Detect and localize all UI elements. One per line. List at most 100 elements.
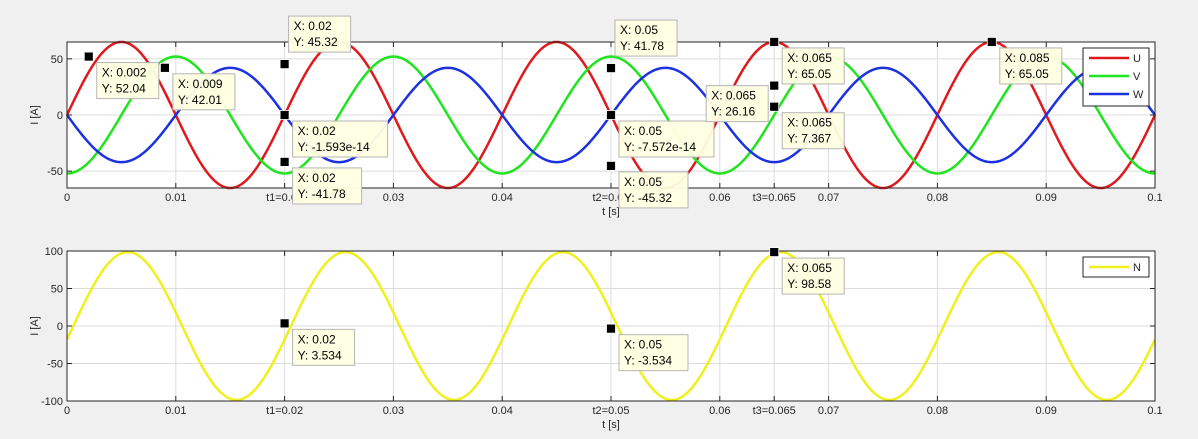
x-tick-label: 0.1 bbox=[1147, 192, 1162, 204]
x-tick-label: t1=0.02 bbox=[266, 405, 303, 417]
datatip-x-text: X: 0.065 bbox=[787, 51, 832, 65]
datatip[interactable]: X: 0.065 Y: 98.58 bbox=[769, 247, 845, 295]
legend: UVW bbox=[1082, 47, 1150, 107]
datatip[interactable]: X: 0.02 Y: 3.534 bbox=[279, 318, 356, 366]
x-tick-label: 0.09 bbox=[1035, 405, 1056, 417]
datatip-y-text: Y: 26.16 bbox=[711, 105, 755, 119]
datatip-marker[interactable] bbox=[279, 110, 290, 120]
datatip-y-text: Y: 7.367 bbox=[787, 132, 831, 146]
y-tick-label: 0 bbox=[57, 321, 63, 333]
x-tick-label: t3=0.065 bbox=[753, 192, 796, 204]
datatip-x-text: X: 0.02 bbox=[298, 124, 336, 138]
datatip-box bbox=[172, 73, 236, 111]
y-tick-label: -50 bbox=[47, 166, 63, 178]
datatip-marker[interactable] bbox=[769, 101, 780, 112]
datatip[interactable]: X: 0.065 Y: 26.16 bbox=[705, 80, 780, 123]
x-tick-label: 0.04 bbox=[491, 405, 512, 417]
y-tick-label: 50 bbox=[51, 284, 63, 296]
datatip-y-text: Y: -41.78 bbox=[298, 187, 346, 201]
datatip-x-text: X: 0.065 bbox=[787, 261, 832, 275]
datatip-y-text: Y: 65.05 bbox=[787, 67, 831, 81]
datatip[interactable]: X: 0.05 Y: -3.534 bbox=[606, 323, 689, 372]
datatip-box bbox=[781, 112, 845, 150]
datatip-box bbox=[292, 328, 356, 366]
datatip-x-text: X: 0.02 bbox=[294, 19, 332, 33]
datatip[interactable]: X: 0.085 Y: 65.05 bbox=[986, 37, 1063, 85]
datatip-y-text: Y: -7.572e-14 bbox=[624, 140, 696, 154]
datatip[interactable]: X: 0.05 Y: -45.32 bbox=[606, 160, 689, 209]
datatip-marker[interactable] bbox=[606, 63, 616, 73]
datatip-marker[interactable] bbox=[279, 59, 290, 70]
datatip[interactable]: X: 0.065 Y: 7.367 bbox=[769, 101, 845, 150]
datatip-marker[interactable] bbox=[606, 160, 616, 171]
datatip[interactable]: X: 0.02 Y: -1.593e-14 bbox=[279, 110, 389, 158]
datatip-marker[interactable] bbox=[279, 318, 290, 329]
datatip-marker[interactable] bbox=[606, 323, 616, 334]
datatip-y-text: Y: 65.05 bbox=[1005, 67, 1049, 81]
datatip-x-text: X: 0.02 bbox=[298, 332, 336, 346]
datatip-marker[interactable] bbox=[769, 247, 780, 257]
datatip-x-text: X: 0.085 bbox=[1005, 51, 1050, 65]
datatip-y-text: Y: 41.78 bbox=[620, 39, 664, 53]
legend-entry-v: V bbox=[1133, 71, 1141, 83]
datatip-marker[interactable] bbox=[160, 62, 170, 73]
x-tick-label: t2=0.05 bbox=[592, 405, 629, 417]
x-tick-label: 0 bbox=[64, 192, 70, 204]
x-tick-label: 0 bbox=[64, 405, 70, 417]
y-axis-label: I [A] bbox=[29, 316, 41, 336]
datatip-y-text: Y: 98.58 bbox=[787, 277, 831, 291]
y-axis-label: I [A] bbox=[29, 105, 41, 125]
series-line-n bbox=[65, 250, 1157, 402]
datatip-box bbox=[999, 47, 1063, 85]
chart-currents-uvw: 0 0.01 t1=0.02 0.03 0.04 t2=0.05 0.06 t3=0.065 0… bbox=[29, 15, 1163, 218]
datatip[interactable]: X: 0.02 Y: 45.32 bbox=[279, 15, 352, 70]
datatip[interactable]: X: 0.02 Y: -41.78 bbox=[279, 157, 363, 205]
datatip[interactable]: X: 0.009 Y: 42.01 bbox=[160, 62, 236, 111]
x-tick-label: 0.07 bbox=[818, 192, 839, 204]
chart-current-n: 0 0.01 t1=0.02 0.03 0.04 t2=0.05 0.06 t3=0.065 0… bbox=[29, 246, 1163, 431]
datatip-marker[interactable] bbox=[769, 37, 780, 47]
datatip-x-text: X: 0.009 bbox=[178, 77, 223, 91]
y-tick-label: 100 bbox=[45, 246, 63, 258]
datatip-box bbox=[292, 120, 389, 158]
datatip-x-text: X: 0.065 bbox=[711, 89, 756, 103]
y-tick-label: -50 bbox=[47, 359, 63, 371]
datatip-x-text: X: 0.05 bbox=[620, 23, 658, 37]
datatip-x-text: X: 0.05 bbox=[624, 175, 662, 189]
datatip-x-text: X: 0.02 bbox=[298, 171, 336, 185]
datatip-box bbox=[618, 171, 689, 209]
x-tick-label: 0.08 bbox=[927, 405, 948, 417]
legend-entry-n: N bbox=[1133, 262, 1141, 274]
legend-entry-w: W bbox=[1133, 89, 1144, 101]
datatip[interactable]: X: 0.05 Y: -7.572e-14 bbox=[606, 110, 715, 158]
series-line-v bbox=[66, 55, 1156, 175]
datatip-x-text: X: 0.002 bbox=[102, 66, 147, 80]
datatip-x-text: X: 0.05 bbox=[624, 124, 662, 138]
y-tick-label: 50 bbox=[51, 54, 63, 66]
datatip[interactable]: X: 0.002 Y: 52.04 bbox=[83, 51, 160, 100]
datatip-box bbox=[618, 334, 689, 372]
legend: N bbox=[1082, 256, 1150, 278]
datatip-marker[interactable] bbox=[83, 51, 94, 62]
x-tick-label: 0.01 bbox=[165, 192, 186, 204]
x-tick-label: 0.03 bbox=[383, 192, 404, 204]
datatip-marker[interactable] bbox=[279, 157, 290, 167]
datatip-box bbox=[618, 120, 715, 158]
datatip-box bbox=[292, 167, 363, 205]
datatip-marker[interactable] bbox=[986, 37, 997, 47]
datatip-marker[interactable] bbox=[606, 110, 616, 120]
datatip-marker[interactable] bbox=[769, 80, 780, 91]
datatip-y-text: Y: 45.32 bbox=[294, 35, 338, 49]
y-tick-label: 0 bbox=[57, 110, 63, 122]
x-tick-label: 0.1 bbox=[1147, 405, 1162, 417]
datatip[interactable]: X: 0.05 Y: 41.78 bbox=[606, 19, 678, 73]
datatip-y-text: Y: -1.593e-14 bbox=[298, 140, 370, 154]
datatip-y-text: Y: -3.534 bbox=[624, 354, 672, 368]
x-tick-label: 0.07 bbox=[818, 405, 839, 417]
datatip-box bbox=[781, 257, 845, 295]
datatip-y-text: Y: 52.04 bbox=[102, 82, 146, 96]
x-tick-label: 0.03 bbox=[383, 405, 404, 417]
x-tick-label: 0.06 bbox=[709, 405, 730, 417]
datatip[interactable]: X: 0.065 Y: 65.05 bbox=[769, 37, 845, 85]
x-tick-label: 0.08 bbox=[927, 192, 948, 204]
